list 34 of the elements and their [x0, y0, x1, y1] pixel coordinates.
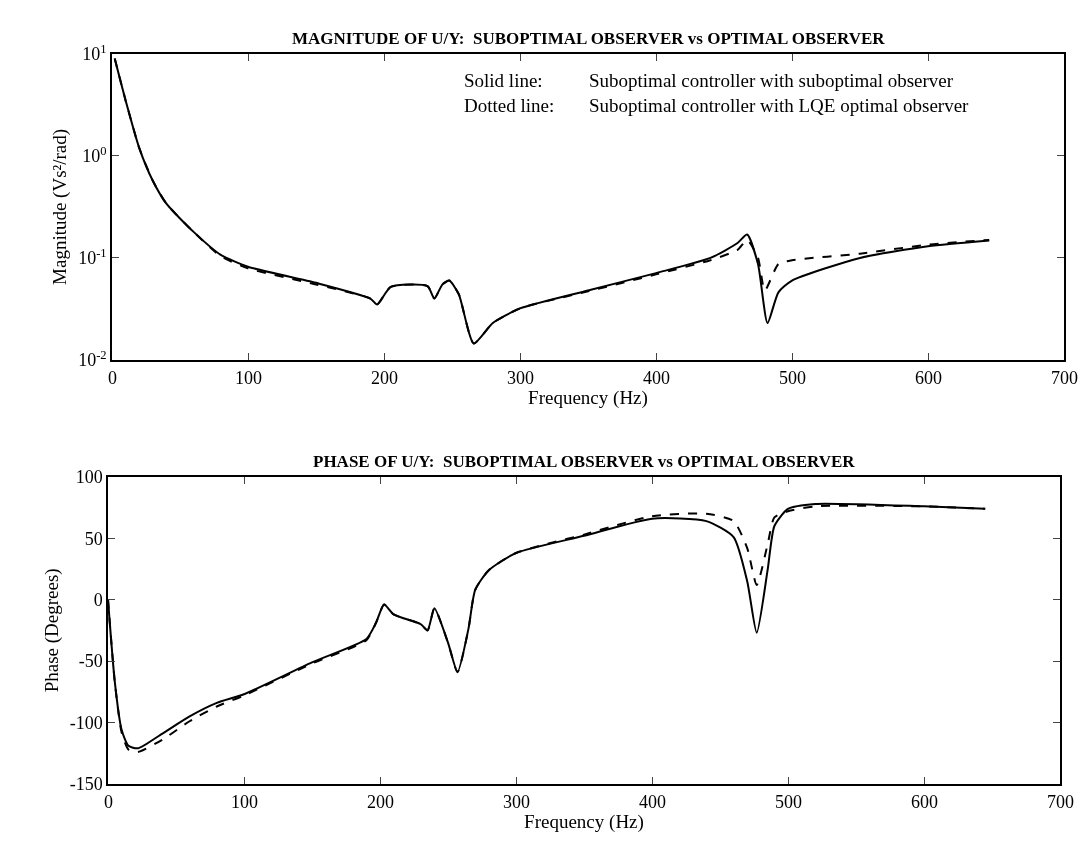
x-tick-label: 400	[643, 368, 670, 388]
x-tick-label: 500	[775, 792, 802, 812]
y-tick-label: 0	[93, 589, 103, 610]
x-tick-label: 600	[911, 792, 938, 812]
x-tick-label: 300	[507, 368, 534, 388]
x-tick-label: 200	[371, 368, 398, 388]
x-tick-label: 700	[1047, 792, 1074, 812]
y-tick-label: 10$^{-2}$	[78, 347, 107, 371]
x-tick-label: 200	[367, 792, 394, 812]
x-axis-title: Frequency (Hz)	[524, 810, 644, 833]
x-tick-label: 100	[235, 368, 262, 388]
x-tick-label: 700	[1051, 368, 1078, 388]
annotation: Suboptimal controller with suboptimal observer	[589, 70, 954, 91]
x-axis-title: Frequency (Hz)	[528, 386, 648, 409]
y-axis-title: Magnitude (Vs²/rad)	[49, 128, 72, 285]
x-tick-label: 400	[639, 792, 666, 812]
y-tick-label: 50	[84, 528, 103, 549]
annotation: Dotted line:	[464, 95, 555, 116]
y-axis-title: Phase (Degrees)	[41, 568, 63, 693]
x-tick-label: 600	[915, 368, 942, 388]
x-tick-label: 300	[503, 792, 530, 812]
y-tick-label: 10$^{-1}$	[78, 245, 107, 269]
y-tick-label: -150	[69, 774, 103, 795]
chart-title: PHASE OF U/Y: SUBOPTIMAL OBSERVER vs OPTIMAL OBSERVER	[313, 452, 856, 471]
annotation: Suboptimal controller with LQE optimal observer	[589, 95, 970, 116]
y-tick-label: -100	[69, 712, 103, 733]
x-tick-label: 100	[231, 792, 258, 812]
y-tick-label: -50	[78, 651, 103, 672]
y-tick-label: 10$^{0}$	[82, 143, 107, 167]
x-tick-label: 500	[779, 368, 806, 388]
annotation: Solid line:	[464, 70, 543, 91]
chart-title: MAGNITUDE OF U/Y: SUBOPTIMAL OBSERVER vs OPTIMAL OBSERVER	[292, 29, 886, 48]
y-tick-label: 10$^{1}$	[82, 41, 107, 65]
y-tick-label: 100	[75, 467, 103, 488]
